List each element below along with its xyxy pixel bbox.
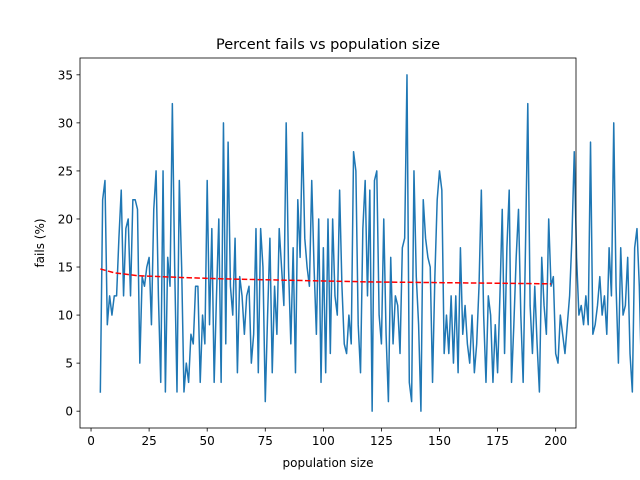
y-tick-label: 20 [58, 212, 73, 226]
x-tick-label: 125 [370, 434, 393, 448]
y-tick-label: 30 [58, 116, 73, 130]
y-tick-label: 25 [58, 164, 73, 178]
x-tick-label: 100 [312, 434, 335, 448]
x-tick-label: 50 [200, 434, 215, 448]
chart-title: Percent fails vs population size [216, 37, 440, 53]
series-line-fails [99, 74, 640, 412]
x-tick-label: 175 [486, 434, 509, 448]
data-layer [99, 74, 640, 412]
y-tick-label: 15 [58, 261, 73, 275]
y-tick-label: 5 [65, 357, 73, 371]
axes-layer: 0 25 50 75 100 125 150 175 200 0 5 10 15 20 25 30 35 [58, 68, 567, 448]
x-tick-label: 25 [141, 434, 156, 448]
x-tick-label: 150 [428, 434, 451, 448]
x-axis-label: population size [283, 456, 374, 470]
y-tick-label: 35 [58, 68, 73, 82]
x-tick-label: 75 [258, 434, 273, 448]
x-tick-label: 200 [544, 434, 567, 448]
x-tick-label: 0 [87, 434, 95, 448]
y-tick-label: 0 [65, 405, 73, 419]
y-axis-label: fails (%) [33, 218, 47, 267]
series-line-trend [100, 268, 552, 285]
y-tick-label: 10 [58, 309, 73, 323]
plot-frame [79, 57, 577, 429]
